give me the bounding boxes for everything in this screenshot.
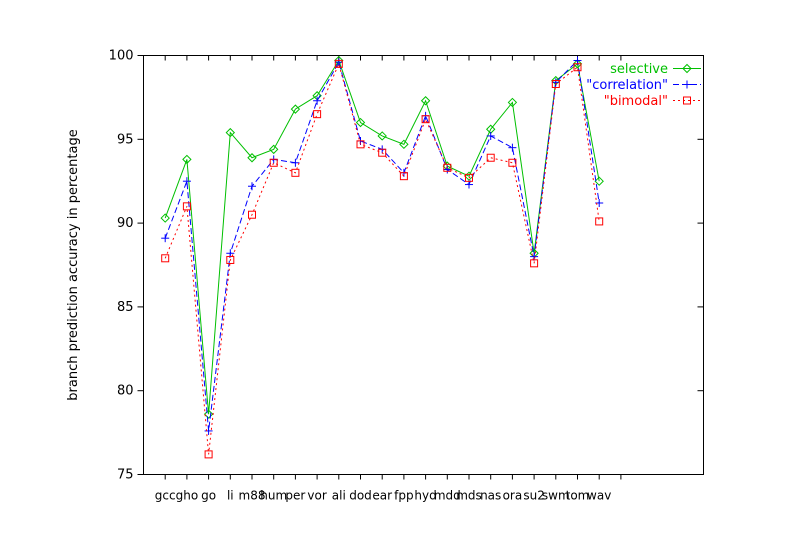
series-marker-bimodal <box>465 173 473 182</box>
y-tick-label: 95 <box>117 132 134 147</box>
x-tick-label: fpp <box>394 489 413 503</box>
y-axis-title: branch prediction accuracy in percentage <box>66 129 81 400</box>
x-tick-label: swm <box>542 489 570 503</box>
x-tick-label: ora <box>503 489 523 503</box>
series-marker-bimodal <box>378 148 387 157</box>
x-tick-label: ear <box>372 489 392 503</box>
legend-label-bimodal: "bimodal" <box>604 94 668 109</box>
series-marker-bimodal <box>204 450 213 459</box>
series-marker-bimodal <box>161 254 170 263</box>
series-marker-selective <box>399 139 409 150</box>
series-marker-selective <box>420 96 431 106</box>
x-tick-label: gcc <box>155 489 176 503</box>
series-marker-selective <box>247 153 257 163</box>
series-marker-bimodal <box>356 140 365 149</box>
series-marker-selective <box>182 154 192 165</box>
series-marker-bimodal <box>399 172 408 181</box>
series-marker-bimodal <box>313 110 322 119</box>
x-tick-label: m88 <box>239 489 266 503</box>
series-marker-bimodal <box>551 79 560 88</box>
series-line-correlation <box>164 59 600 431</box>
series-marker-selective <box>594 176 604 186</box>
x-tick-label: per <box>285 489 305 503</box>
legend-label-selective: selective <box>610 62 668 77</box>
series-marker-selective <box>377 131 387 141</box>
series-marker-bimodal <box>182 202 191 211</box>
x-tick-label: nas <box>480 489 501 503</box>
x-tick-label: ali <box>332 489 346 503</box>
legend-sample-marker-selective <box>682 63 692 74</box>
series-marker-bimodal <box>443 163 452 172</box>
x-tick-label: wav <box>587 489 611 503</box>
series-line-selective <box>164 59 600 415</box>
series-marker-selective <box>268 144 279 155</box>
plot-border <box>143 55 704 475</box>
series-marker-selective <box>355 117 366 128</box>
x-tick-label: hum <box>260 489 287 503</box>
series-marker-bimodal <box>486 153 495 162</box>
x-tick-label: tom <box>566 489 590 503</box>
series-marker-bimodal <box>595 217 604 226</box>
series-line-bimodal <box>164 62 600 455</box>
series-marker-selective <box>312 91 322 101</box>
series-marker-bimodal <box>573 63 582 72</box>
series-marker-bimodal <box>248 210 256 219</box>
series-marker-selective <box>160 213 170 223</box>
series-marker-selective <box>290 104 301 114</box>
series-marker-selective <box>507 97 518 108</box>
x-tick-label: li <box>227 489 234 503</box>
x-tick-label: go <box>201 489 216 503</box>
series-marker-bimodal <box>421 115 430 124</box>
y-tick-label: 100 <box>109 49 134 64</box>
y-tick-label: 75 <box>117 468 134 483</box>
x-tick-label: dod <box>349 489 372 503</box>
x-tick-label: mdd <box>434 489 461 503</box>
series-marker-bimodal <box>530 259 539 268</box>
x-tick-label: vor <box>307 489 326 503</box>
series-marker-selective <box>225 127 236 138</box>
x-tick-label: mds <box>456 489 482 503</box>
series-marker-bimodal <box>291 168 300 177</box>
series-marker-bimodal <box>269 158 278 167</box>
x-tick-label: su2 <box>523 489 545 503</box>
series-marker-bimodal <box>226 255 235 264</box>
legend-label-correlation: "correlation" <box>586 78 668 93</box>
y-tick-label: 90 <box>117 216 134 231</box>
x-tick-label: gho <box>176 489 199 503</box>
series-marker-selective <box>485 124 496 134</box>
y-tick-label: 80 <box>117 384 134 399</box>
series-marker-bimodal <box>508 158 517 167</box>
series-marker-bimodal <box>334 59 343 68</box>
x-tick-label: hyd <box>414 489 436 503</box>
legend-sample-marker-bimodal <box>683 96 691 105</box>
y-tick-label: 85 <box>117 300 134 315</box>
